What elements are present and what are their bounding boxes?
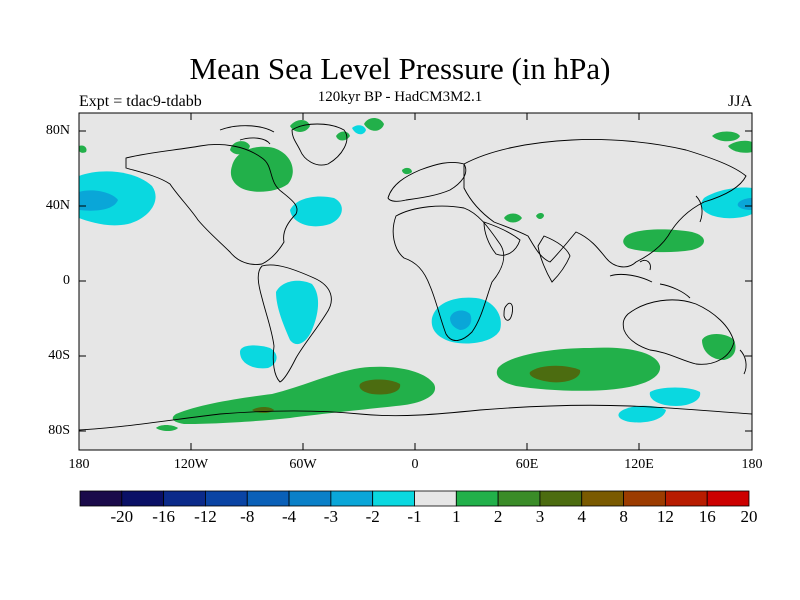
anomaly-cyan-arctic [352,125,366,135]
coast-madagascar [503,302,513,321]
anomaly-green-east-siberia [712,131,740,142]
colorbar-swatch [455,490,499,507]
y-tick-label-80s: 80S [48,423,70,438]
colorbar-label: -8 [240,507,255,526]
experiment-label: Expt = tdac9-tdabb [79,93,202,110]
x-tick-label-0: 0 [411,457,419,472]
colorbar-label: -3 [323,507,338,526]
colorbar-swatch [372,490,415,507]
colorbar-swatch [581,490,624,507]
x-tick-label-60e: 60E [515,457,539,472]
colorbar-swatch [288,490,332,507]
anomaly-blue-north-pacific-east [737,198,752,210]
colorbar-swatch [121,490,165,507]
anomaly-blue-southern-africa [450,310,472,330]
coast-europe [387,161,467,202]
colorbar-label: -2 [365,507,380,526]
coast-africa [392,205,505,341]
anomaly-cyan-tasman [618,405,666,423]
coast-india [537,235,571,283]
colorbar-swatch [246,490,290,507]
x-tick-label-60w: 60W [289,457,317,472]
coast-arabia [483,221,521,256]
map-field [79,113,752,450]
coast-north-america [125,144,298,265]
anomaly-cyan-south-america [276,280,319,345]
colorbar-label: -1 [407,507,422,526]
colorbar-label: -16 [152,507,175,526]
anomaly-green-arabia [536,213,544,219]
anomaly-olive-southern-indian [529,365,581,383]
colorbar-label: 1 [452,507,461,526]
coast-asia [463,139,747,268]
colorbar-swatch [79,490,123,507]
anomaly-green-southern-indian [496,347,661,391]
colorbar-swatch [163,490,206,507]
anomaly-green-far-south-pacific [156,425,178,431]
colorbar-swatch [497,490,541,507]
colorbar-label: 8 [619,507,628,526]
y-tick-label-80n: 80N [45,123,70,138]
anomaly-green-hudson-bay [230,146,293,192]
anomaly-green-west-pacific [623,229,704,253]
coast-arctic-islands [219,125,275,145]
colorbar-label: -20 [110,507,134,526]
colorbar-label: -4 [281,507,297,526]
chart-subtitle: 120kyr BP - HadCM3M2.1 [317,89,483,105]
colorbar-swatch [414,490,457,507]
anomaly-cyan-north-pacific-west [79,171,156,226]
colorbar-label: 2 [493,507,503,526]
anomaly-green-middle-east [504,213,522,223]
colorbar-label: 3 [535,507,545,526]
colorbar-label: 20 [740,507,758,526]
coast-south-america [257,264,332,383]
coast-greenland [291,123,348,166]
map-ticks [78,113,753,450]
chart-title: Mean Sea Level Pressure (in hPa) [189,51,611,86]
colorbar-swatch [623,490,666,507]
season-label: JJA [727,93,752,110]
y-tick-label-40n: 40N [45,198,70,213]
coast-southeast-asia-islands [609,259,691,299]
coast-japan [695,195,703,223]
anomaly-olive-southern-ocean-west [359,379,401,395]
colorbar-label: -12 [194,507,217,526]
colorbar-swatch [706,490,750,507]
coastlines [79,123,752,431]
colorbar-label: 16 [698,507,716,526]
colorbar-label: 4 [577,507,587,526]
anomaly-green-west-edge [79,145,87,153]
x-tick-label-120e: 120E [624,457,654,472]
anomaly-green-arctic-b [364,118,384,131]
colorbar-swatch [664,490,708,507]
colorbar [79,490,750,507]
anomaly-cyan-south-of-australia [649,387,701,406]
anomaly-cyan-north-pacific-east [701,187,752,219]
anomaly-green-australia-east [702,334,736,360]
anomaly-green-europe [402,167,412,175]
anomaly-cyan-south-pacific [240,345,277,369]
colorbar-swatch [205,490,248,507]
anomaly-blue-north-pacific-west [79,190,118,211]
x-tick-label-180w: 180 [68,457,90,472]
x-tick-label-120w: 120W [173,457,209,472]
colorbar-label: 12 [656,507,674,526]
y-tick-label-0: 0 [63,273,70,288]
colorbar-swatch [539,490,583,507]
anomaly-green-northeast-corner [728,140,752,153]
coast-antarctica [79,404,752,431]
coast-new-zealand [739,349,747,375]
coast-australia [622,299,735,365]
colorbar-swatch [330,490,374,507]
x-tick-label-180e: 180 [741,457,763,472]
anomaly-cyan-north-atlantic [290,196,342,227]
y-tick-label-40s: 40S [48,348,70,363]
